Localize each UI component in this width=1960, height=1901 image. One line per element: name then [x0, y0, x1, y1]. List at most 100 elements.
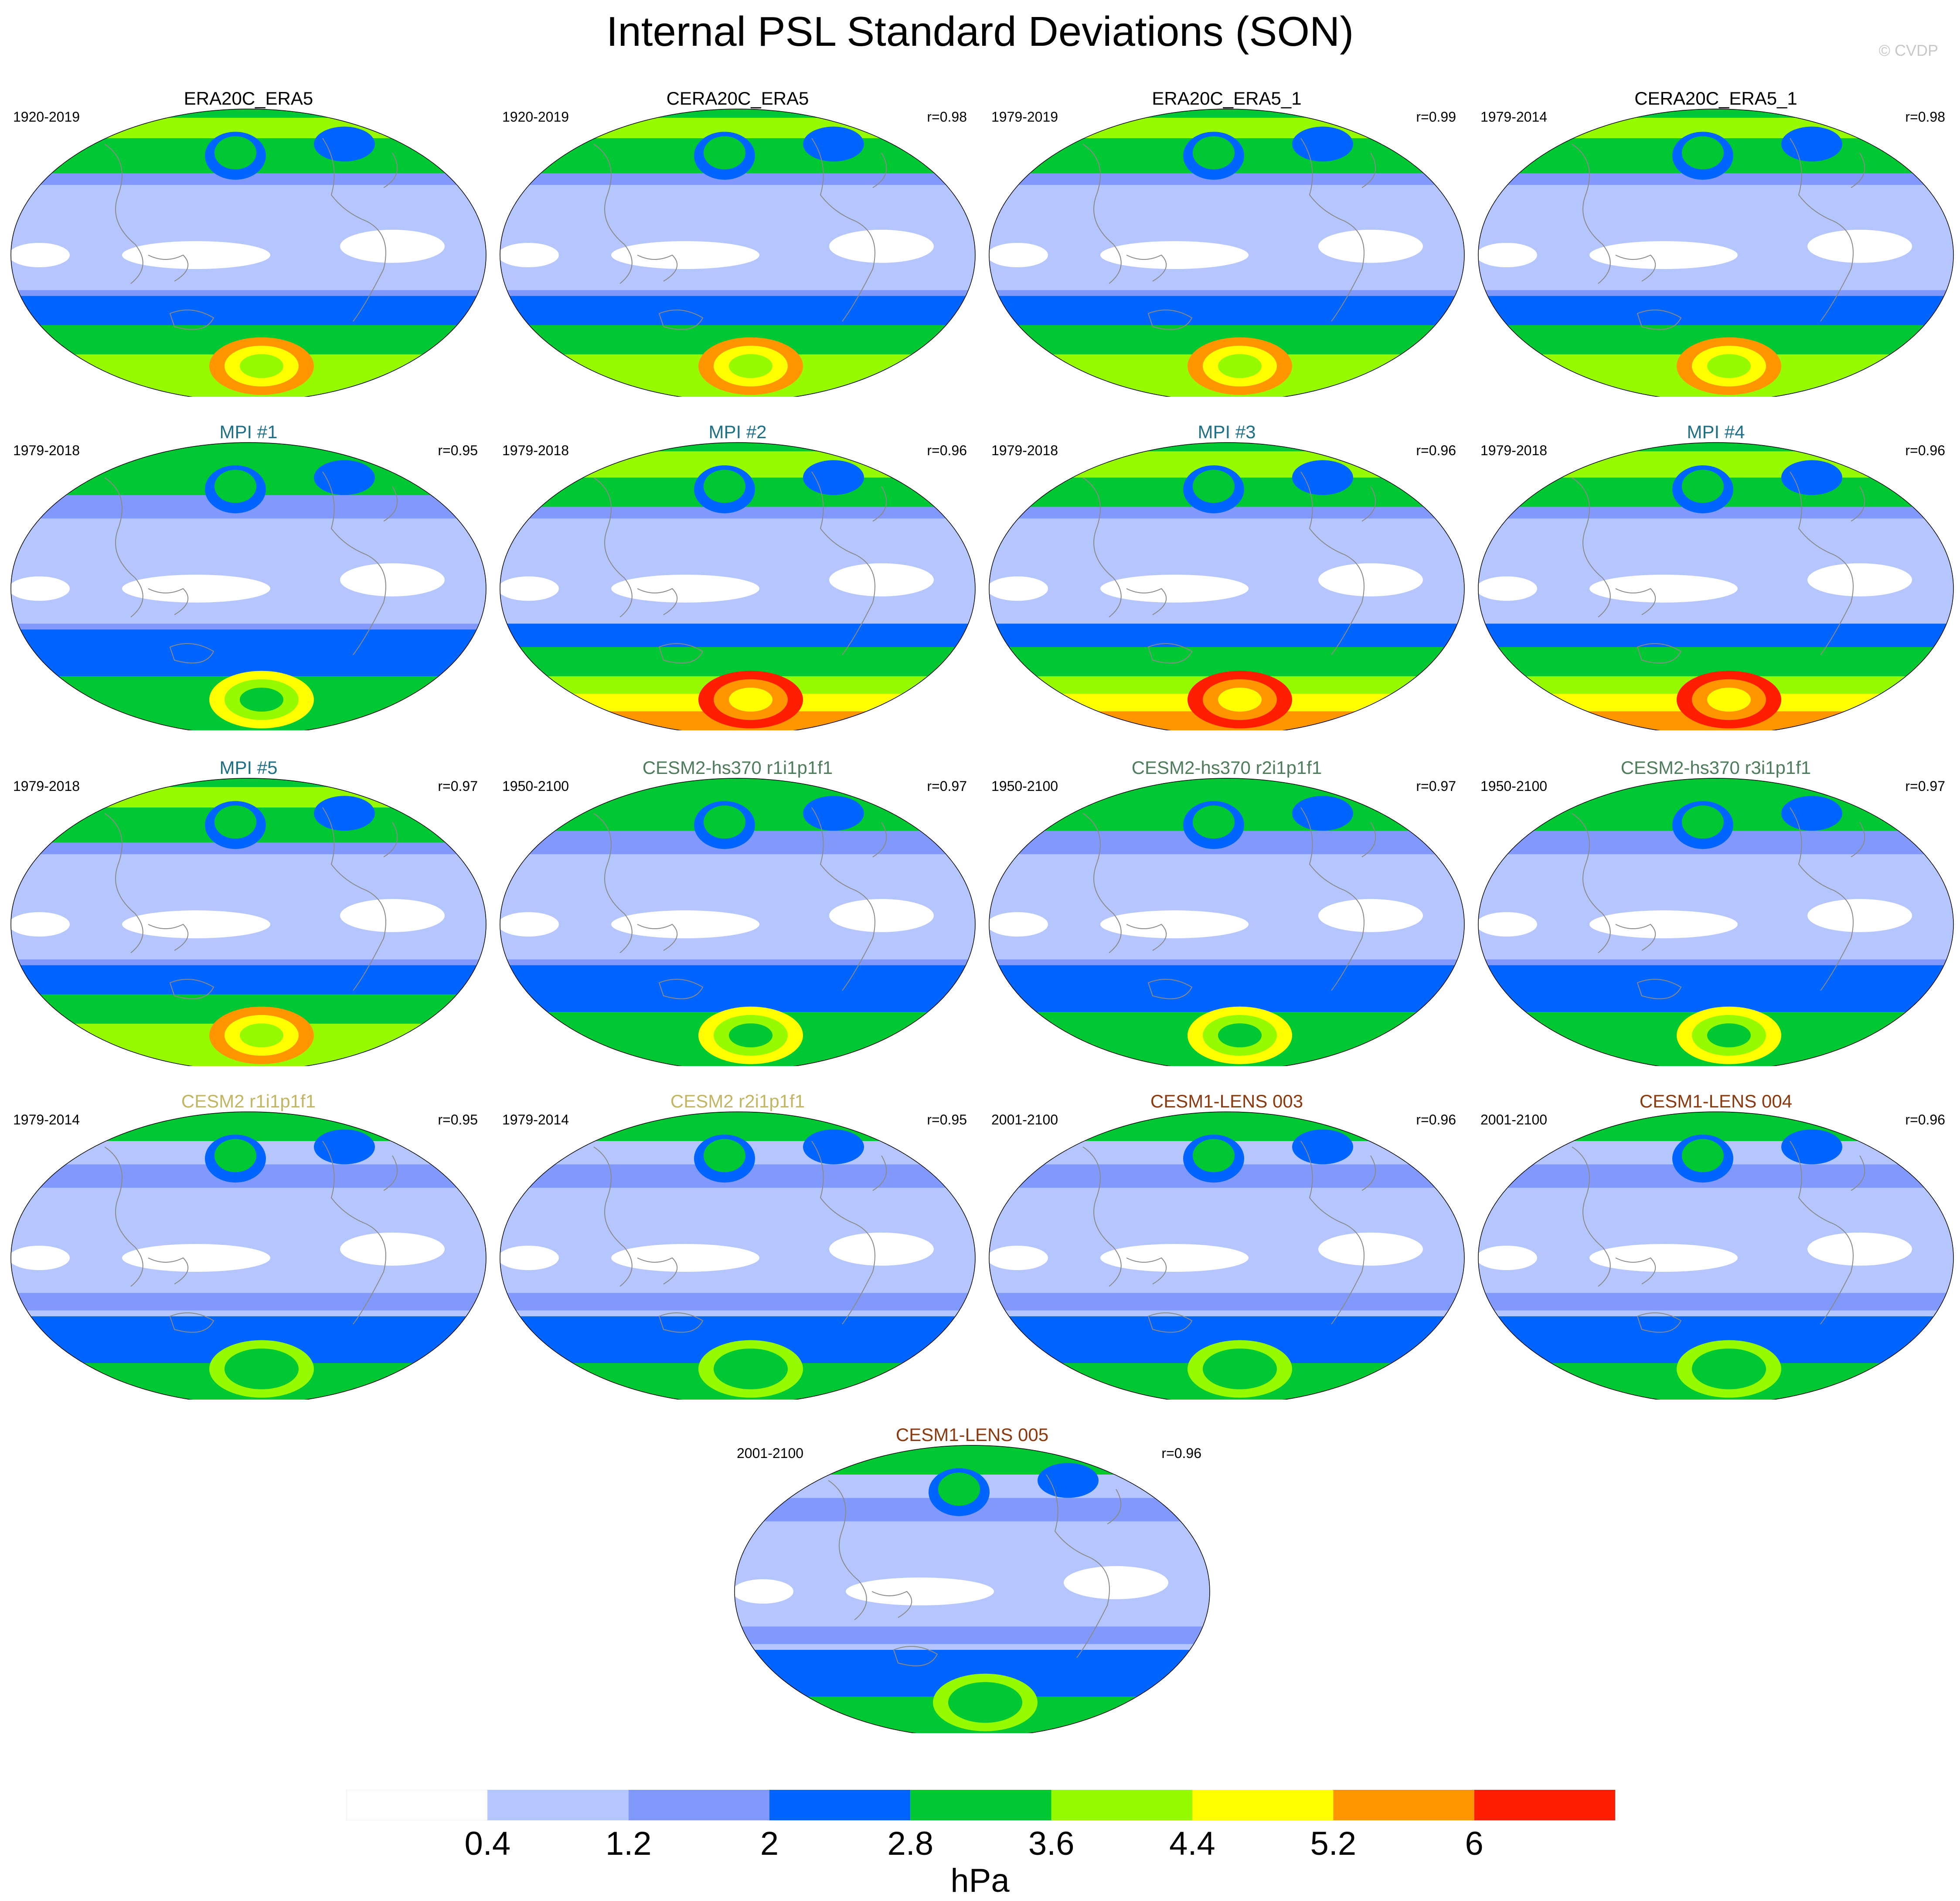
south-midlatitude-band: [1478, 1293, 1953, 1311]
tropical-low-variance-region: [829, 1232, 934, 1266]
map-outline: [1478, 109, 1954, 397]
tropical-low-variance-region: [989, 1246, 1048, 1270]
tropical-low-variance-region: [1807, 563, 1912, 596]
tropical-low-variance-region: [122, 575, 270, 603]
tropical-low-variance-region: [500, 1246, 559, 1270]
north-atlantic-lobe: [1292, 126, 1353, 162]
panel-period: 1950-2100: [502, 778, 569, 794]
coastlines: [1082, 1141, 1376, 1333]
map-panel-mpi-4: MPI #4 1979-2018 r=0.96: [1476, 416, 1956, 730]
map-cesm2-hs370-r1: [500, 778, 976, 1066]
map-panel-mpi-3: MPI #3 1979-2018 r=0.96: [987, 416, 1467, 730]
tropical-low-variance-region: [500, 912, 559, 937]
tropical-low-variance-region: [1318, 899, 1423, 932]
north-atlantic-lobe: [314, 796, 375, 831]
tropical-low-variance-region: [989, 912, 1048, 937]
tropical-low-variance-region: [500, 243, 559, 267]
colorbar-tick-label: 1.2: [605, 1825, 652, 1862]
coastlines: [593, 471, 887, 664]
tropical-low-variance-region: [1807, 899, 1912, 932]
tropical-low-variance-region: [611, 575, 759, 603]
north-pacific-lobe: [1193, 805, 1235, 839]
tropical-low-variance-region: [122, 1244, 270, 1272]
colorbar-tick-label: 0.4: [464, 1825, 511, 1862]
coastlines: [828, 1474, 1122, 1666]
south-midlatitude-band: [11, 1293, 486, 1311]
north-pacific-lobe: [938, 1472, 980, 1506]
map-panel-mpi-2: MPI #2 1979-2018 r=0.96: [498, 416, 977, 730]
panel-correlation: r=0.97: [1416, 778, 1456, 794]
north-atlantic-lobe: [803, 460, 864, 495]
panel-period: 2001-2100: [991, 1112, 1058, 1128]
southern-ocean-variance-maximum: [240, 688, 283, 712]
panel-period: 1979-2018: [991, 443, 1058, 458]
map-outline: [989, 778, 1465, 1066]
colorbar-segment: [910, 1790, 1051, 1820]
map-cesm2-hs370-r3: [1478, 778, 1954, 1066]
panel-correlation: r=0.96: [1905, 443, 1945, 458]
colorbar-tick-label: 2.8: [887, 1825, 934, 1862]
north-pacific-lobe: [1682, 805, 1724, 839]
map-cesm1-lens-005: [734, 1445, 1210, 1733]
map-outline: [989, 1111, 1465, 1400]
panel-title: ERA20C_ERA5: [184, 88, 313, 109]
map-panel-cesm2-r1: CESM2 r1i1p1f1 1979-2014 r=0.95: [9, 1086, 488, 1400]
north-atlantic-lobe: [803, 1129, 864, 1165]
panel-correlation: r=0.97: [927, 778, 967, 794]
panel-title: ERA20C_ERA5_1: [1152, 88, 1302, 109]
southern-ocean-variance-maximum: [729, 688, 772, 712]
north-pacific-lobe: [1193, 136, 1235, 170]
north-atlantic-lobe: [803, 796, 864, 831]
tropical-low-variance-region: [1100, 1244, 1249, 1272]
tropical-low-variance-region: [1589, 241, 1738, 269]
copyright-label: © CVDP: [1878, 41, 1938, 59]
map-cesm2-r1: [10, 1111, 487, 1400]
colorbar-tick-label: 3.6: [1028, 1825, 1075, 1862]
tropical-low-variance-region: [11, 912, 70, 937]
figure-title: Internal PSL Standard Deviations (SON): [606, 8, 1354, 55]
north-atlantic-lobe: [1292, 796, 1353, 831]
southern-ocean-variance-maximum: [1707, 354, 1751, 378]
map-panel-era20c-era5: ERA20C_ERA5 1920-2019: [9, 83, 488, 397]
panel-title: CESM2-hs370 r3i1p1f1: [1620, 757, 1811, 778]
map-panel-cesm1-lens-005: CESM1-LENS 005 2001-2100 r=0.96: [732, 1419, 1212, 1733]
north-pacific-lobe: [704, 136, 745, 170]
colorbar-segment: [1333, 1790, 1474, 1820]
map-mpi-2: [500, 442, 976, 730]
coastlines: [593, 807, 887, 999]
southern-ocean-variance-maximum: [225, 1348, 299, 1390]
colorbar-tick-label: 6: [1465, 1825, 1484, 1862]
tropical-low-variance-region: [1318, 229, 1423, 263]
tropical-low-variance-region: [1478, 912, 1537, 937]
tropical-low-variance-region: [846, 1577, 994, 1605]
map-mpi-1: [10, 442, 487, 730]
tropical-low-variance-region: [829, 563, 934, 596]
tropical-low-variance-region: [1100, 910, 1249, 938]
panel-correlation: r=0.97: [1905, 778, 1945, 794]
map-panel-cera20c-era5-1: CERA20C_ERA5_1 1979-2014 r=0.98: [1476, 83, 1956, 397]
map-panel-cesm2-hs370-r2: CESM2-hs370 r2i1p1f1 1950-2100 r=0.97: [987, 752, 1467, 1066]
map-panel-cera20c-era5: CERA20C_ERA5 1920-2019 r=0.98: [498, 83, 977, 397]
panel-title: CESM2-hs370 r2i1p1f1: [1131, 757, 1322, 778]
colorbar-segment: [487, 1790, 629, 1820]
tropical-low-variance-region: [340, 899, 445, 932]
panel-period: 1950-2100: [991, 778, 1058, 794]
map-panel-mpi-1: MPI #1 1979-2018 r=0.95: [9, 416, 488, 730]
colorbar-segment: [628, 1790, 769, 1820]
tropical-low-variance-region: [1318, 563, 1423, 596]
panel-correlation: r=0.98: [927, 109, 967, 125]
map-cera20c-era5-1: [1478, 109, 1954, 397]
panel-correlation: r=0.97: [438, 778, 478, 794]
panel-period: 1979-2018: [13, 778, 80, 794]
map-outline: [989, 109, 1465, 397]
tropical-low-variance-region: [122, 241, 270, 269]
panel-title: MPI #3: [1198, 422, 1256, 442]
tropical-low-variance-region: [1589, 575, 1738, 603]
north-high-variance-band: [500, 1112, 975, 1141]
map-outline: [989, 442, 1465, 730]
panel-period: 1979-2014: [502, 1112, 569, 1128]
panel-correlation: r=0.96: [1161, 1445, 1201, 1461]
tropical-low-variance-region: [1064, 1566, 1168, 1599]
north-pacific-lobe: [704, 805, 745, 839]
southern-ocean-variance-maximum: [240, 1023, 283, 1048]
